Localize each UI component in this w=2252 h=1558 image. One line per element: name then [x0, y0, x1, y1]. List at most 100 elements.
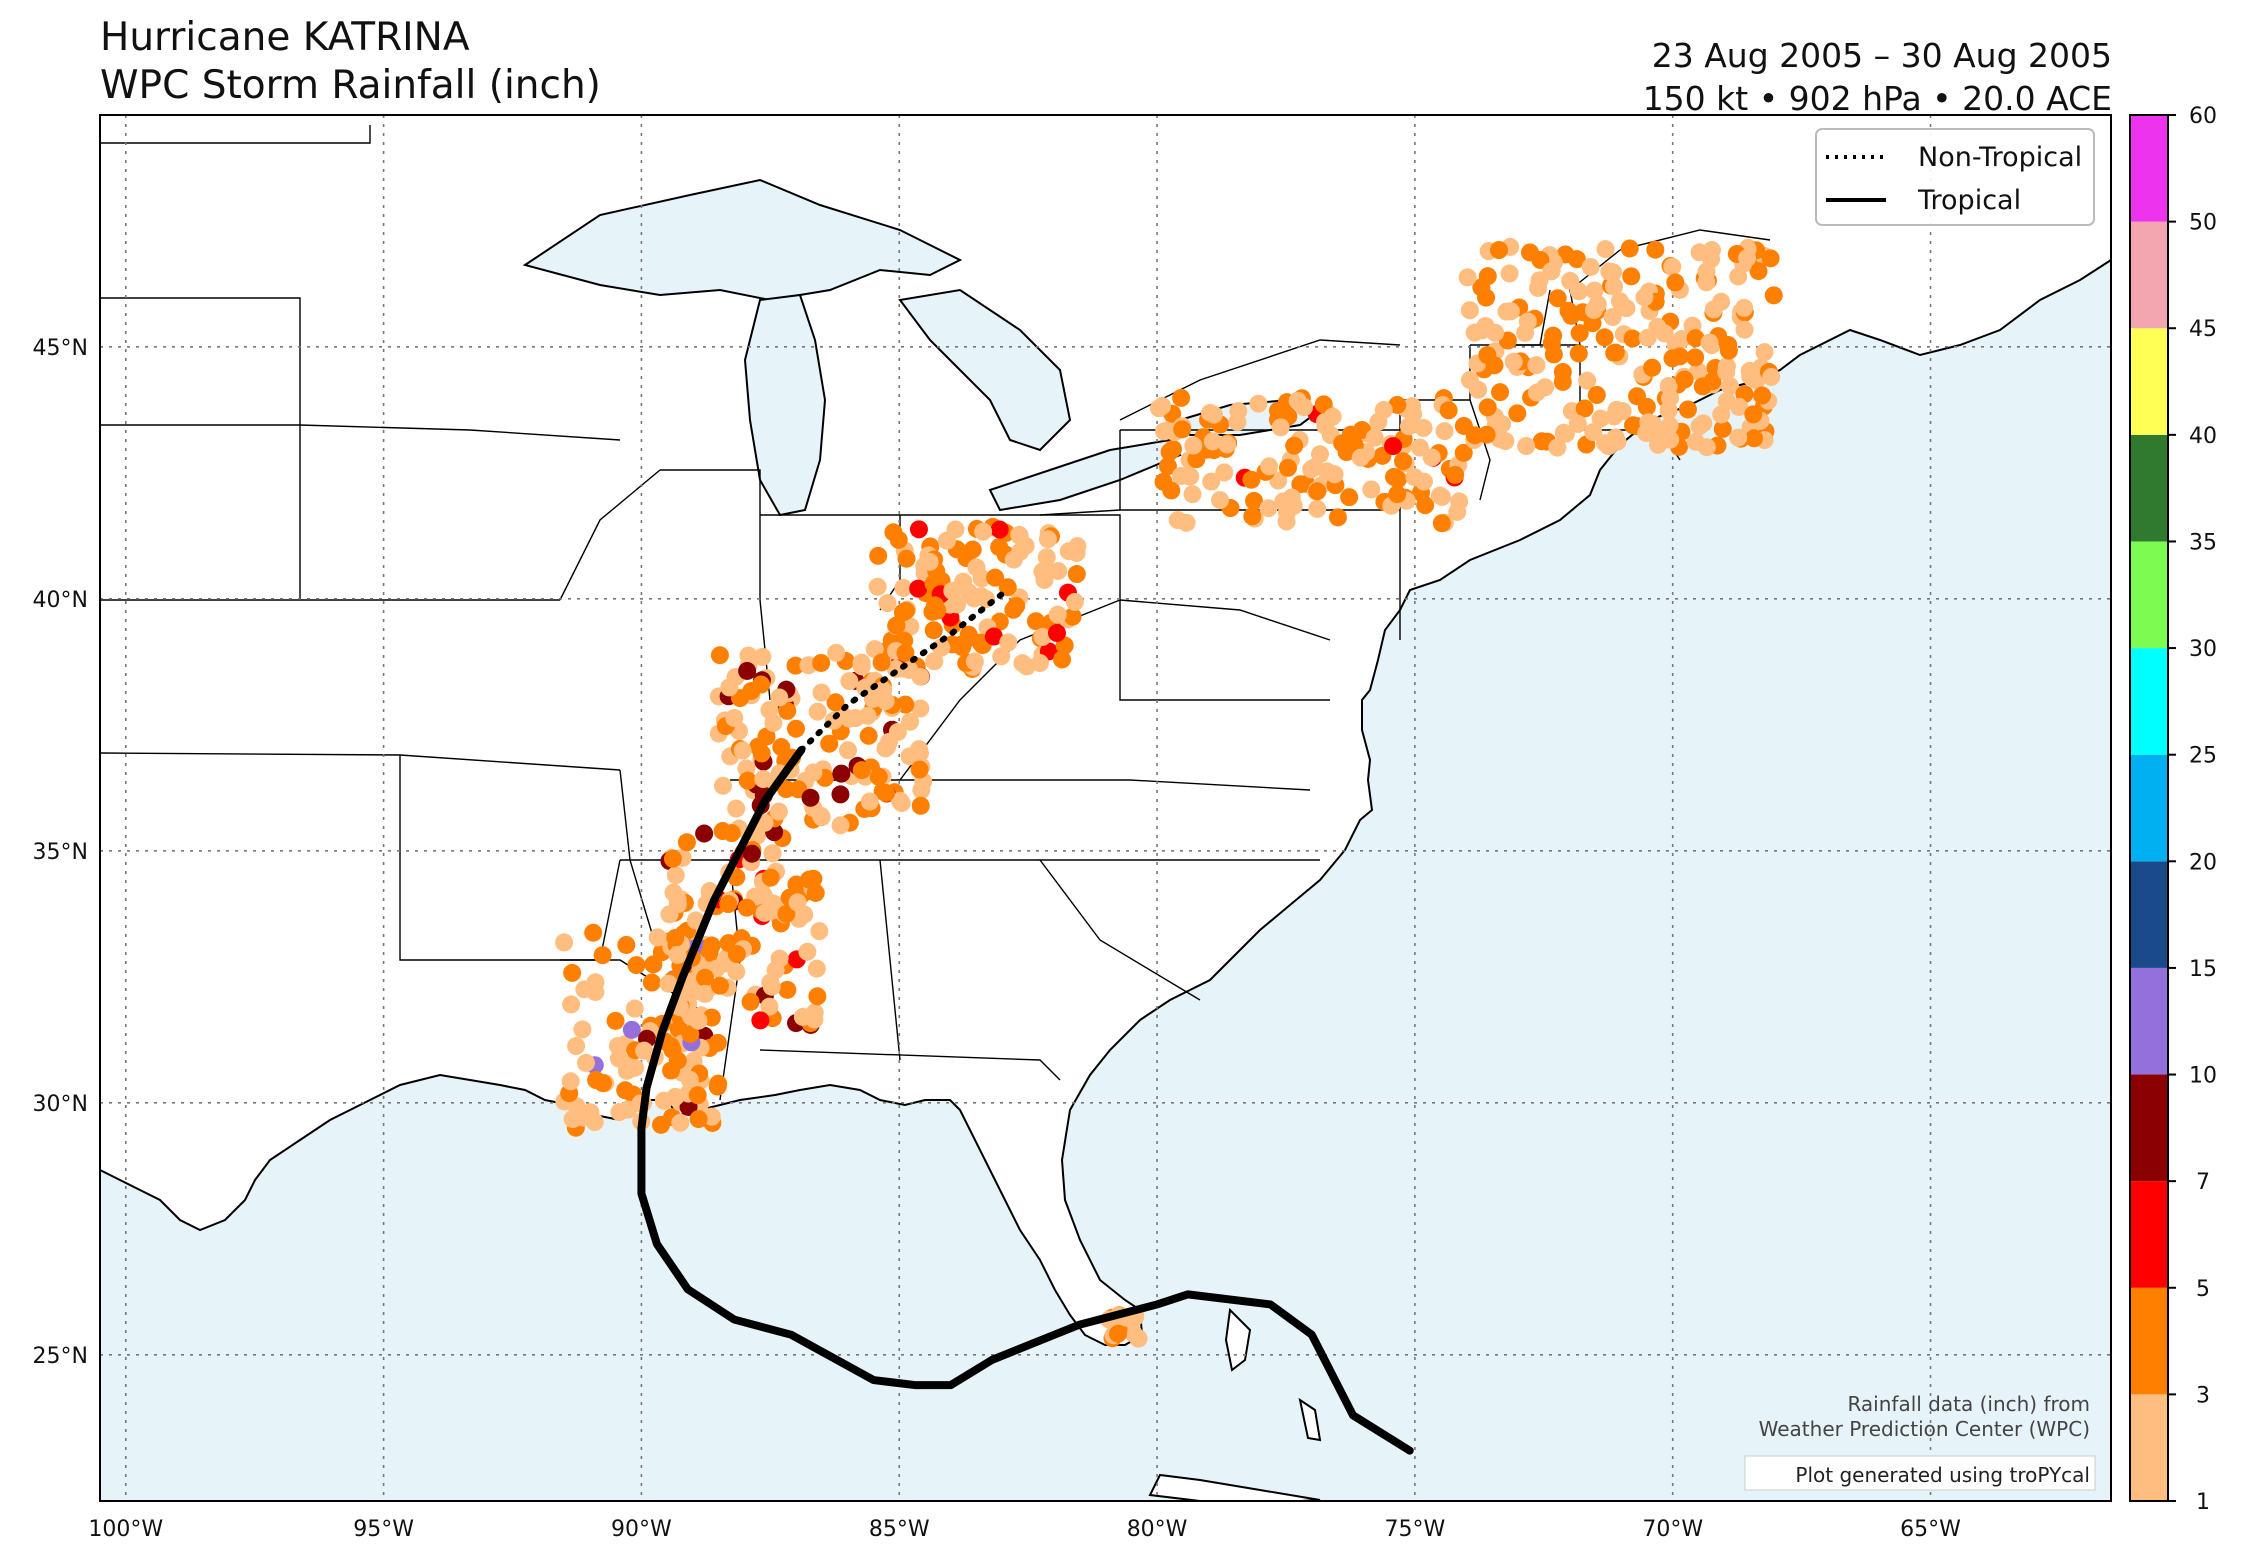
rainfall-point	[826, 693, 845, 712]
colorbar-segment	[2130, 754, 2168, 862]
colorbar-label: 5	[2196, 1277, 2210, 1302]
rainfall-point	[786, 656, 805, 675]
rainfall-point	[668, 945, 687, 964]
rainfall-point	[1245, 491, 1264, 510]
rainfall-point	[1439, 401, 1458, 420]
credit-line3: Plot generated using troPYcal	[1795, 1463, 2090, 1487]
legend-non-tropical: Non-Tropical	[1918, 142, 2082, 173]
rainfall-point	[920, 552, 939, 571]
rainfall-point	[1037, 548, 1056, 567]
colorbar-segment	[2130, 648, 2168, 755]
colorbar-segment	[2130, 541, 2168, 649]
rainfall-point	[1478, 267, 1497, 286]
rainfall-point	[852, 761, 871, 780]
rainfall-point	[1729, 267, 1748, 286]
rainfall-point	[965, 652, 984, 671]
rainfall-point	[1416, 496, 1435, 515]
rainfall-point	[1277, 512, 1296, 531]
rainfall-point	[1501, 302, 1520, 321]
rainfall-point	[648, 928, 667, 947]
rainfall-point	[1285, 436, 1304, 455]
rainfall-point	[810, 922, 829, 941]
rainfall-point	[1504, 352, 1523, 371]
rainfall-point	[1500, 264, 1519, 283]
rainfall-point	[788, 893, 807, 912]
rainfall-point	[1004, 600, 1023, 619]
rainfall-point	[777, 780, 796, 799]
lon-label: 95°W	[353, 1517, 414, 1542]
rainfall-point	[1460, 301, 1479, 320]
rainfall-point	[1624, 416, 1643, 435]
rainfall-point	[1496, 432, 1515, 451]
track-legend: Non-Tropical Tropical	[1815, 128, 2095, 226]
rainfall-point	[1414, 472, 1433, 491]
colorbar-segment	[2130, 328, 2168, 435]
rainfall-point	[1646, 240, 1665, 259]
rainfall-point	[890, 791, 909, 810]
rainfall-point	[1242, 470, 1261, 489]
rainfall-point	[924, 621, 943, 640]
rainfall-point	[1162, 481, 1181, 500]
rainfall-point	[1432, 514, 1451, 533]
rainfall-point	[1446, 465, 1465, 484]
rainfall-point	[725, 708, 744, 727]
rainfall-point	[1489, 241, 1508, 260]
rainfall-point	[911, 699, 930, 718]
colorbar-segment	[2130, 1394, 2168, 1501]
rainfall-point	[1422, 448, 1441, 467]
rainfall-point	[801, 788, 820, 807]
rainfall-point	[812, 683, 831, 702]
rainfall-point	[708, 1077, 727, 1096]
rainfall-point	[778, 701, 797, 720]
rainfall-point	[990, 520, 1009, 539]
rainfall-point	[1745, 429, 1764, 448]
rainfall-point	[832, 764, 851, 783]
rainfall-point	[1697, 262, 1716, 281]
rainfall-point	[663, 849, 682, 868]
lon-label: 65°W	[1900, 1517, 1961, 1542]
rainfall-point	[762, 894, 781, 913]
rainfall-point	[998, 578, 1017, 597]
rainfall-point	[1744, 405, 1763, 424]
lake-superior	[522, 178, 963, 302]
lake-erie	[988, 438, 1182, 512]
rainfall-point	[1325, 465, 1344, 484]
rainfall-point	[772, 738, 791, 757]
rainfall-point	[889, 530, 908, 549]
rainfall-point	[1388, 485, 1407, 504]
rainfall-point	[751, 1011, 770, 1030]
colorbar-label: 7	[2196, 1170, 2210, 1195]
rainfall-point	[1053, 650, 1072, 669]
rainfall-point	[838, 741, 857, 760]
rainfall-point	[652, 1115, 671, 1134]
rainfall-point	[1274, 492, 1293, 511]
map-title-line1: Hurricane KATRINA	[100, 15, 470, 60]
rainfall-point	[710, 646, 729, 665]
lat-label: 45°N	[33, 336, 88, 361]
colorbar-segment	[2130, 1287, 2168, 1395]
rainfall-point	[555, 933, 574, 952]
rainfall-point	[1047, 624, 1066, 643]
rainfall-point	[992, 647, 1011, 666]
rainfall-point	[1477, 425, 1496, 444]
rainfall-point	[1661, 430, 1680, 449]
rainfall-point	[900, 747, 919, 766]
rainfall-point	[1302, 460, 1321, 479]
rainfall-point	[963, 540, 982, 559]
legend-tropical: Tropical	[1917, 185, 2021, 216]
rainfall-points	[555, 237, 1783, 1348]
rainfall-point	[696, 968, 715, 987]
rainfall-point	[1341, 425, 1360, 444]
rainfall-point	[1517, 437, 1536, 456]
rainfall-point	[753, 647, 772, 666]
rainfall-point	[1666, 273, 1685, 292]
rainfall-point	[1278, 458, 1297, 477]
rainfall-point	[1713, 419, 1732, 438]
rainfall-point	[573, 1020, 592, 1039]
rainfall-point	[708, 1033, 727, 1052]
rainfall-point	[1623, 329, 1642, 348]
rainfall-point	[1374, 400, 1393, 419]
rainfall-point	[1204, 405, 1223, 424]
rainfall-point	[798, 942, 817, 961]
colorbar-segment	[2130, 861, 2168, 968]
